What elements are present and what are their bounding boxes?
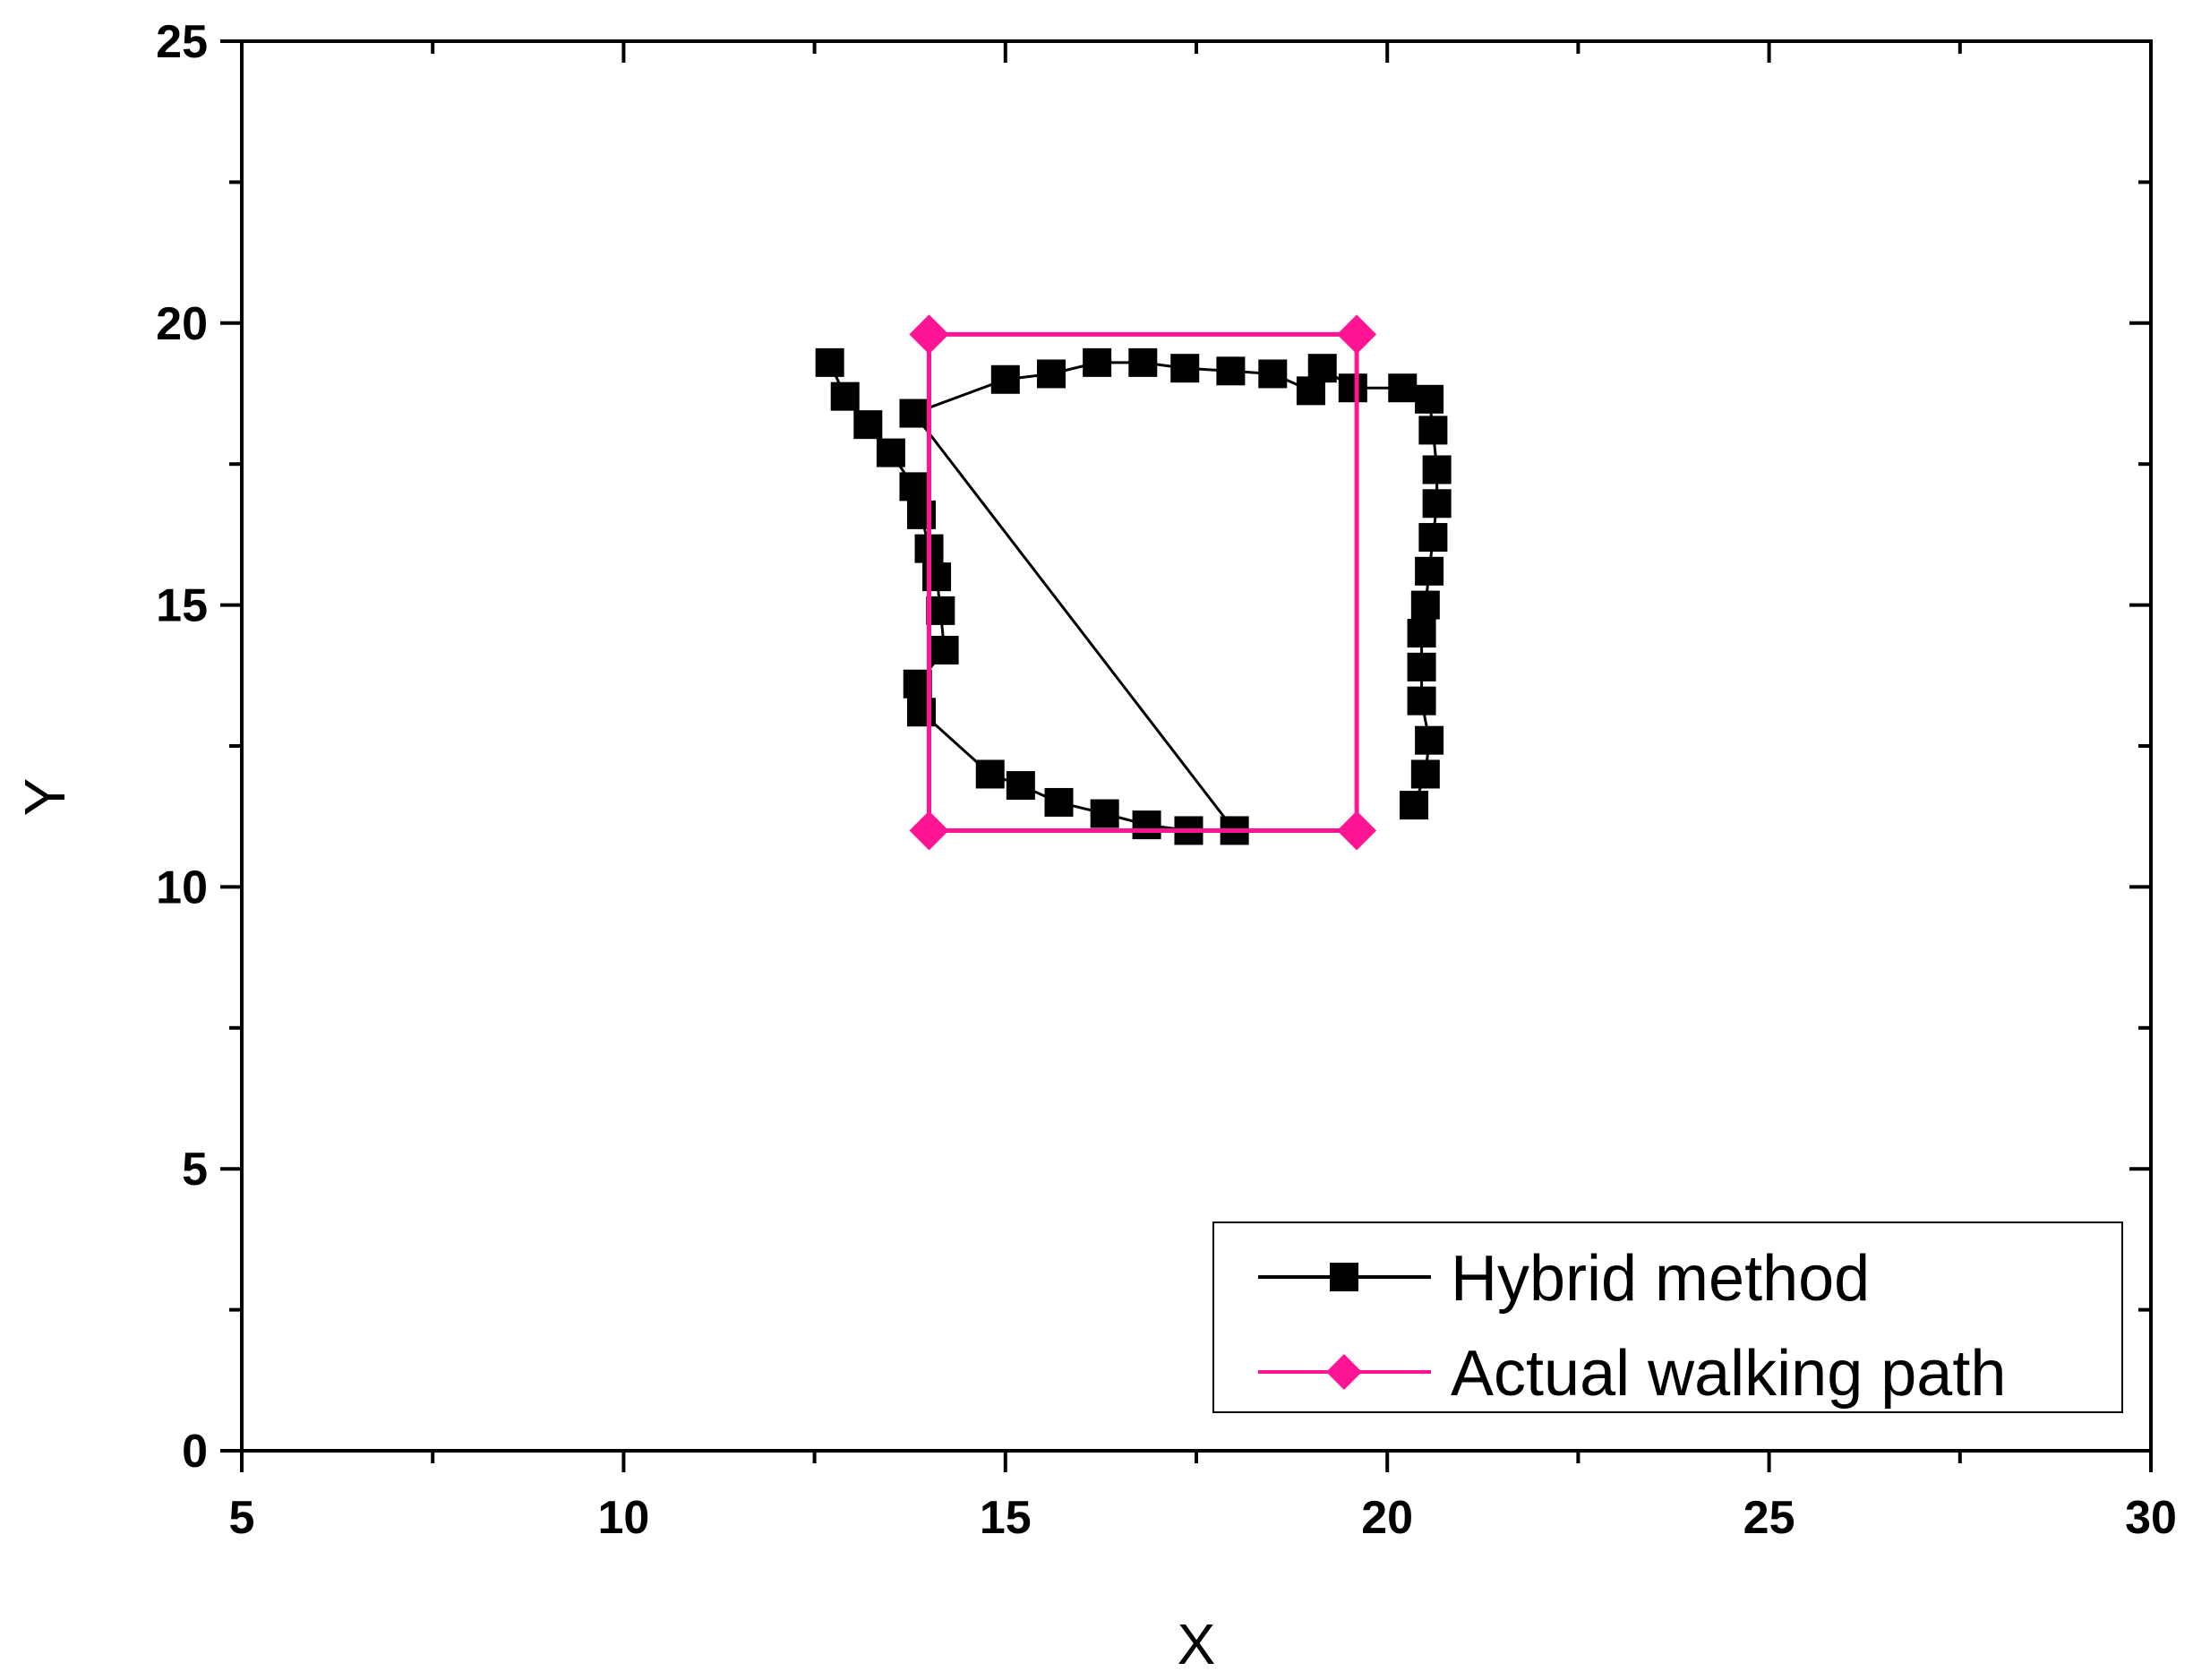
hybrid-method-point [1410,590,1440,620]
hybrid-method-point [1338,373,1367,403]
y-axis-title: Y [13,778,77,817]
x-tick-label: 10 [597,1492,649,1544]
hybrid-method-point [1128,347,1158,377]
hybrid-method-point [1216,356,1246,386]
hybrid-method-point [1415,384,1444,414]
hybrid-method-point [1407,619,1436,648]
legend: Hybrid method Actual walking path [1212,1221,2123,1413]
hybrid-method-point [1422,489,1452,519]
hybrid-method-point [922,562,952,592]
y-tick-label: 10 [156,861,208,913]
hybrid-method-point [1388,373,1418,403]
actual-walking-path-point [909,314,949,355]
hybrid-method-point [1407,686,1436,716]
legend-actual-marker [1326,1354,1362,1390]
actual-walking-path-point [1337,314,1377,355]
hybrid-method-point [1044,787,1074,817]
hybrid-method-point [1036,359,1066,389]
legend-actual-label: Actual walking path [1451,1338,2006,1410]
hybrid-method-point [906,500,936,529]
hybrid-method-point [830,381,860,411]
hybrid-method-point [815,347,844,377]
hybrid-method-point [906,698,936,727]
x-tick-label: 25 [1743,1492,1795,1544]
hybrid-method-point [990,364,1020,394]
hybrid-method-point [876,438,905,467]
hybrid-method-point [1258,359,1288,389]
hybrid-method-point [1307,354,1337,383]
y-tick-label: 0 [182,1426,208,1478]
x-tick-label: 15 [980,1492,1032,1544]
x-tick-label: 5 [229,1492,255,1544]
hybrid-method-point [1400,791,1429,820]
hybrid-method-point [1418,416,1448,445]
hybrid-method-point [1090,799,1119,828]
y-tick-label: 15 [156,580,208,632]
hybrid-method-point [1410,759,1440,789]
x-axis-title: X [1178,1612,1216,1676]
hybrid-method-point [929,635,959,664]
hybrid-method-point [1083,347,1112,377]
y-tick-label: 5 [182,1144,208,1196]
hybrid-method-point [853,410,883,440]
hybrid-method-point [899,399,929,428]
legend-hybrid-label: Hybrid method [1451,1243,1870,1315]
hybrid-method-point [1006,771,1035,801]
y-tick-label: 25 [156,16,208,68]
x-tick-label: 20 [1361,1492,1413,1544]
hybrid-method-point [1422,455,1452,484]
legend-hybrid-marker [1330,1263,1358,1291]
hybrid-method-point [1415,556,1444,586]
hybrid-method-point [1407,652,1436,681]
hybrid-method-point [975,759,1005,789]
hybrid-method-point [1170,354,1200,383]
legend-box [1212,1221,2123,1413]
hybrid-method-point [1415,725,1444,755]
actual-walking-path-point [1337,810,1377,851]
y-tick-label: 20 [156,298,208,350]
hybrid-method-point [1132,810,1161,840]
plot-frame [240,39,2153,1453]
x-tick-label: 30 [2125,1492,2177,1544]
plot-area [815,314,1452,851]
hybrid-method-point [899,472,929,501]
hybrid-method-point [1418,523,1448,553]
actual-walking-path-point [909,810,949,851]
